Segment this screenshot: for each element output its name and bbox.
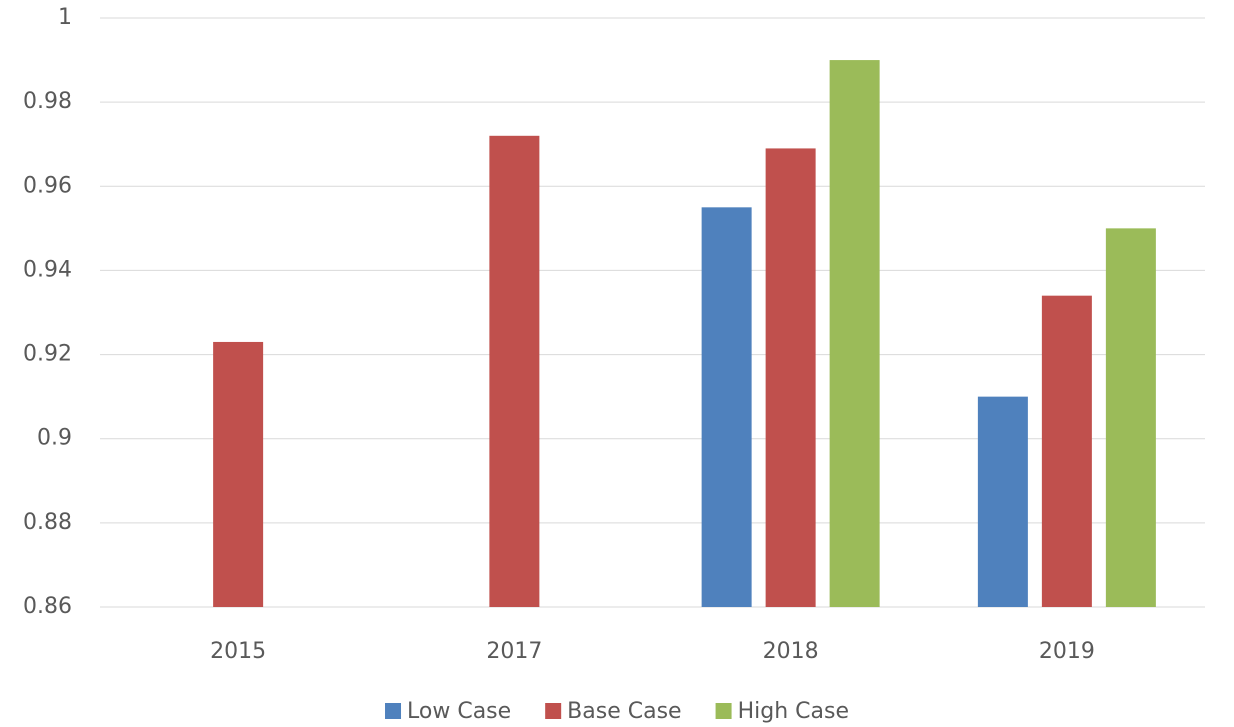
y-tick-label: 0.96 [23,173,72,198]
x-tick-label: 2018 [763,639,819,664]
y-tick-label: 0.92 [23,342,72,367]
y-tick-label: 0.88 [23,510,72,535]
bar [977,396,1028,607]
legend-label: Base Case [567,699,681,724]
y-tick-label: 0.9 [37,426,72,451]
y-tick-label: 0.94 [23,257,72,282]
legend-label: Low Case [407,699,511,724]
legend-swatch [385,703,402,719]
x-tick-label: 2019 [1039,639,1095,664]
bar [213,341,264,607]
y-tick-label: 0.86 [23,594,72,619]
x-tick-label: 2015 [210,639,266,664]
x-tick-label: 2017 [486,639,542,664]
y-tick-label: 0.98 [23,89,72,114]
bar [1041,295,1092,607]
bar [1105,228,1156,607]
bar [829,60,880,608]
bar [701,207,752,608]
legend-swatch [545,703,562,719]
legend-label: High Case [738,699,849,724]
bar [489,135,540,608]
legend-swatch [715,703,732,719]
bar [765,148,816,607]
y-tick-label: 1 [58,5,72,30]
